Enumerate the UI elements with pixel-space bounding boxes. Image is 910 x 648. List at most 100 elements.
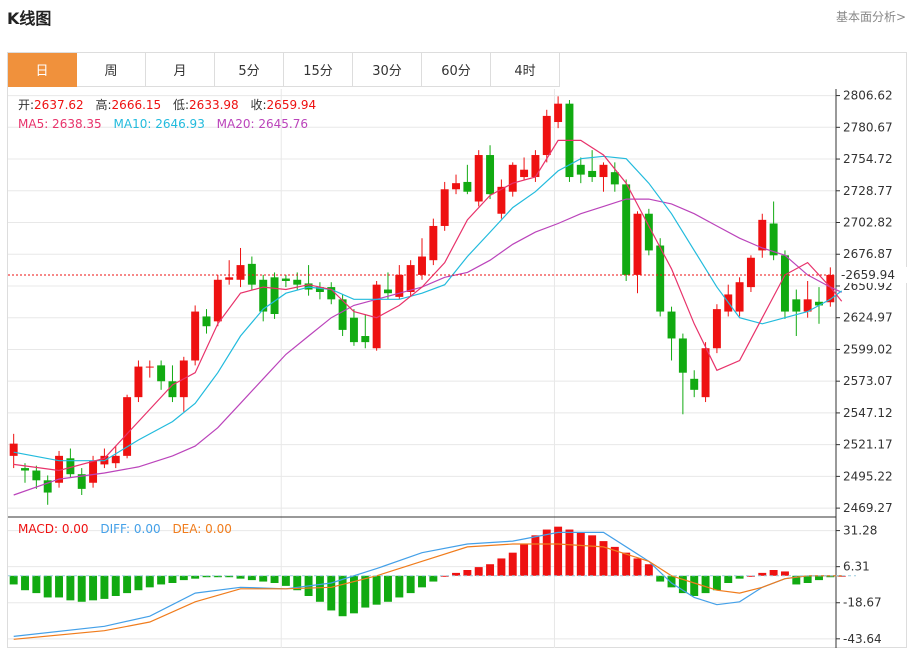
candle-body (111, 455, 120, 464)
candle (55, 450, 64, 488)
macd-bar (21, 575, 29, 591)
macd-bar (384, 575, 392, 602)
price-tick-label: 2599.02 (843, 342, 893, 356)
macd-tick-label: -18.67 (843, 596, 882, 610)
candle (554, 96, 563, 129)
price-tick-label: 2780.67 (843, 120, 893, 134)
last-price-label: -2659.94 (841, 268, 895, 282)
candle (746, 255, 755, 292)
tab-4hour[interactable]: 4时 (491, 53, 560, 87)
price-tick-label: 2754.72 (843, 152, 893, 166)
candle (315, 282, 324, 300)
candle-body (406, 265, 415, 292)
candle (123, 394, 132, 459)
price-tick-label: 2469.27 (843, 501, 893, 515)
macd-bar (678, 575, 687, 594)
macd-bar (724, 575, 733, 583)
candle-body (157, 365, 166, 382)
macd-bar (463, 570, 472, 576)
candle (9, 433, 18, 469)
candle (134, 360, 143, 403)
candle-body (633, 213, 642, 275)
candle-body (315, 287, 324, 292)
macd-bar (520, 544, 529, 576)
price-tick-label: 2521.17 (843, 438, 893, 452)
macd-bar (486, 564, 495, 576)
candle (111, 446, 120, 469)
tab-month[interactable]: 月 (146, 53, 215, 87)
macd-bar (361, 575, 370, 608)
dea-legend: DEA: 0.00 (172, 522, 231, 536)
ma5-legend: MA5: 2638.35 (18, 117, 102, 131)
candle-body (145, 366, 154, 368)
candle-body (452, 183, 460, 190)
macd-bar (429, 575, 438, 582)
candle-body (236, 265, 245, 280)
macd-bar (395, 575, 404, 598)
macd-bar (225, 575, 234, 578)
candle (656, 238, 665, 317)
candle-body (701, 348, 710, 398)
macd-bar (134, 575, 143, 591)
candle (77, 468, 86, 495)
candle (610, 162, 619, 192)
macd-bar (123, 575, 132, 594)
candle (520, 157, 529, 180)
candle-body (55, 455, 64, 483)
fundamental-analysis-link[interactable]: 基本面分析> (835, 10, 906, 24)
macd-bar (644, 564, 653, 576)
macd-bar (43, 575, 52, 598)
candle (259, 274, 268, 322)
candle-body (89, 460, 98, 483)
tab-5min[interactable]: 5分 (215, 53, 284, 87)
macd-bar (826, 575, 835, 578)
tab-day[interactable]: 日 (8, 53, 77, 87)
candle-body (656, 245, 665, 312)
tab-30min[interactable]: 30分 (353, 53, 422, 87)
candle (758, 213, 767, 258)
macd-bar (633, 558, 642, 576)
open-value: 2637.62 (34, 98, 84, 112)
tab-60min[interactable]: 60分 (422, 53, 491, 87)
price-tick-label: 2547.12 (843, 406, 893, 420)
macd-bar (622, 552, 631, 576)
diff-legend: DIFF: 0.00 (100, 522, 160, 536)
macd-bar (474, 567, 483, 576)
tab-15min[interactable]: 15分 (284, 53, 353, 87)
candle-body (792, 299, 801, 312)
price-tick-label: 2702.82 (843, 216, 893, 230)
high-value: 2666.15 (112, 98, 162, 112)
open-label: 开: (18, 98, 34, 112)
macd-bar (77, 575, 86, 602)
candle-body (191, 311, 200, 361)
tab-week[interactable]: 周 (77, 53, 146, 87)
candle (66, 448, 75, 478)
low-value: 2633.98 (189, 98, 239, 112)
candle (599, 162, 608, 192)
macd-bar (338, 575, 347, 617)
candle-body (418, 256, 426, 275)
candle-body (769, 223, 778, 256)
candle-body (327, 287, 336, 300)
candle (644, 208, 653, 256)
macd-bar (315, 575, 324, 602)
close-label: 收: (251, 98, 267, 112)
price-tick-label: 2573.07 (843, 374, 893, 388)
candle-body (202, 316, 211, 327)
ma10-line (13, 155, 843, 462)
svg-text:开:2637.62 高:2666.15 低:: 开:2637.62 高:2666.15 低:2633.98 收:2659.94 (18, 97, 316, 112)
macd-bar (758, 572, 767, 576)
macd-bar (55, 575, 64, 598)
candle-body (758, 219, 767, 251)
candle (327, 282, 336, 305)
macd-tick-label: -43.64 (843, 632, 882, 646)
svg-text:MA5: 2638.35 MA10: 2646.93: MA5: 2638.35 MA10: 2646.93 MA20: 2645.76 (18, 117, 308, 131)
candle-body (463, 181, 472, 192)
candle-body (508, 164, 517, 192)
macd-bar (452, 572, 460, 576)
macd-bar (9, 575, 18, 585)
macd-bar (111, 575, 120, 596)
candle-body (826, 274, 835, 303)
candle (202, 309, 211, 334)
